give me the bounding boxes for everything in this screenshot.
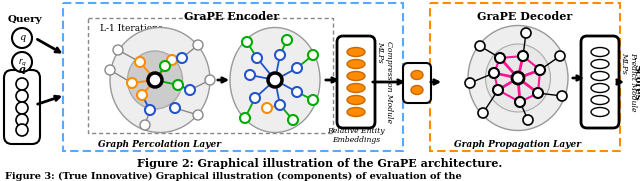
Text: q: q <box>19 65 26 74</box>
Circle shape <box>12 28 32 48</box>
Circle shape <box>523 115 533 125</box>
Circle shape <box>148 73 162 87</box>
Circle shape <box>268 73 282 87</box>
Circle shape <box>250 93 260 103</box>
FancyBboxPatch shape <box>403 63 431 103</box>
Circle shape <box>185 85 195 95</box>
Circle shape <box>105 65 115 75</box>
Text: Relative Entity
Embeddings: Relative Entity Embeddings <box>327 127 385 144</box>
Circle shape <box>16 124 28 136</box>
Circle shape <box>489 68 499 78</box>
Ellipse shape <box>347 108 365 117</box>
Circle shape <box>535 65 545 75</box>
Text: $r_q$: $r_q$ <box>17 57 26 69</box>
Circle shape <box>521 28 531 38</box>
Ellipse shape <box>591 96 609 104</box>
Circle shape <box>193 110 203 120</box>
Circle shape <box>170 103 180 113</box>
Text: GraPE Encoder: GraPE Encoder <box>184 11 280 22</box>
Circle shape <box>160 61 170 71</box>
Circle shape <box>252 53 262 63</box>
Ellipse shape <box>110 28 210 132</box>
Circle shape <box>242 37 252 47</box>
Ellipse shape <box>468 26 568 131</box>
Circle shape <box>245 70 255 80</box>
Circle shape <box>478 108 488 118</box>
Ellipse shape <box>411 85 423 94</box>
Circle shape <box>555 51 565 61</box>
Circle shape <box>275 100 285 110</box>
Text: q: q <box>19 33 25 43</box>
Bar <box>430 3 620 151</box>
Ellipse shape <box>347 83 365 92</box>
Ellipse shape <box>486 44 550 112</box>
Circle shape <box>140 120 150 130</box>
Ellipse shape <box>347 96 365 104</box>
Circle shape <box>533 88 543 98</box>
Ellipse shape <box>591 83 609 92</box>
Text: Figure 2: Graphical illustration of the GraPE architecture.: Figure 2: Graphical illustration of the … <box>138 158 502 169</box>
Circle shape <box>275 50 285 60</box>
Text: Query: Query <box>8 15 43 24</box>
Circle shape <box>16 114 28 126</box>
Circle shape <box>173 80 183 90</box>
FancyBboxPatch shape <box>581 36 619 128</box>
Circle shape <box>515 97 525 107</box>
Circle shape <box>167 55 177 65</box>
Circle shape <box>292 87 302 97</box>
Ellipse shape <box>411 71 423 79</box>
Circle shape <box>282 35 292 45</box>
Ellipse shape <box>347 60 365 68</box>
Circle shape <box>113 45 123 55</box>
Ellipse shape <box>591 108 609 117</box>
Text: Graph Propagation Layer: Graph Propagation Layer <box>454 140 582 149</box>
Text: Scores: Scores <box>632 64 640 100</box>
Circle shape <box>512 72 524 84</box>
Circle shape <box>177 53 187 63</box>
Circle shape <box>493 85 503 95</box>
Ellipse shape <box>591 60 609 68</box>
Circle shape <box>12 52 32 72</box>
Circle shape <box>308 95 318 105</box>
Circle shape <box>137 90 147 100</box>
Ellipse shape <box>347 47 365 56</box>
Circle shape <box>240 113 250 123</box>
Circle shape <box>292 63 302 73</box>
Ellipse shape <box>591 71 609 81</box>
Text: Predict Module
MLPs: Predict Module MLPs <box>620 52 637 112</box>
Ellipse shape <box>347 71 365 81</box>
Text: GraPE Decoder: GraPE Decoder <box>477 11 573 22</box>
Circle shape <box>518 51 528 61</box>
FancyBboxPatch shape <box>337 36 375 128</box>
Circle shape <box>193 40 203 50</box>
Text: Figure 3: (True Innovative) Graphical illustration (components) of evaluation of: Figure 3: (True Innovative) Graphical il… <box>5 172 461 181</box>
Circle shape <box>288 115 298 125</box>
Circle shape <box>495 53 505 63</box>
Circle shape <box>145 105 155 115</box>
Text: Compression Module
MLPs: Compression Module MLPs <box>376 41 393 123</box>
Text: L-1 Iterations: L-1 Iterations <box>100 24 163 33</box>
Circle shape <box>475 41 485 51</box>
Ellipse shape <box>127 51 182 109</box>
Circle shape <box>557 91 567 101</box>
Circle shape <box>127 78 137 88</box>
Circle shape <box>135 57 145 67</box>
Circle shape <box>16 102 28 114</box>
Circle shape <box>16 90 28 102</box>
FancyBboxPatch shape <box>4 70 40 144</box>
Ellipse shape <box>591 47 609 56</box>
Circle shape <box>205 75 215 85</box>
Circle shape <box>465 78 475 88</box>
Circle shape <box>262 103 272 113</box>
Circle shape <box>16 78 28 90</box>
Bar <box>88 18 333 133</box>
Circle shape <box>308 50 318 60</box>
Text: Graph Percolation Layer: Graph Percolation Layer <box>99 140 221 149</box>
Ellipse shape <box>230 28 320 132</box>
Bar <box>63 3 403 151</box>
